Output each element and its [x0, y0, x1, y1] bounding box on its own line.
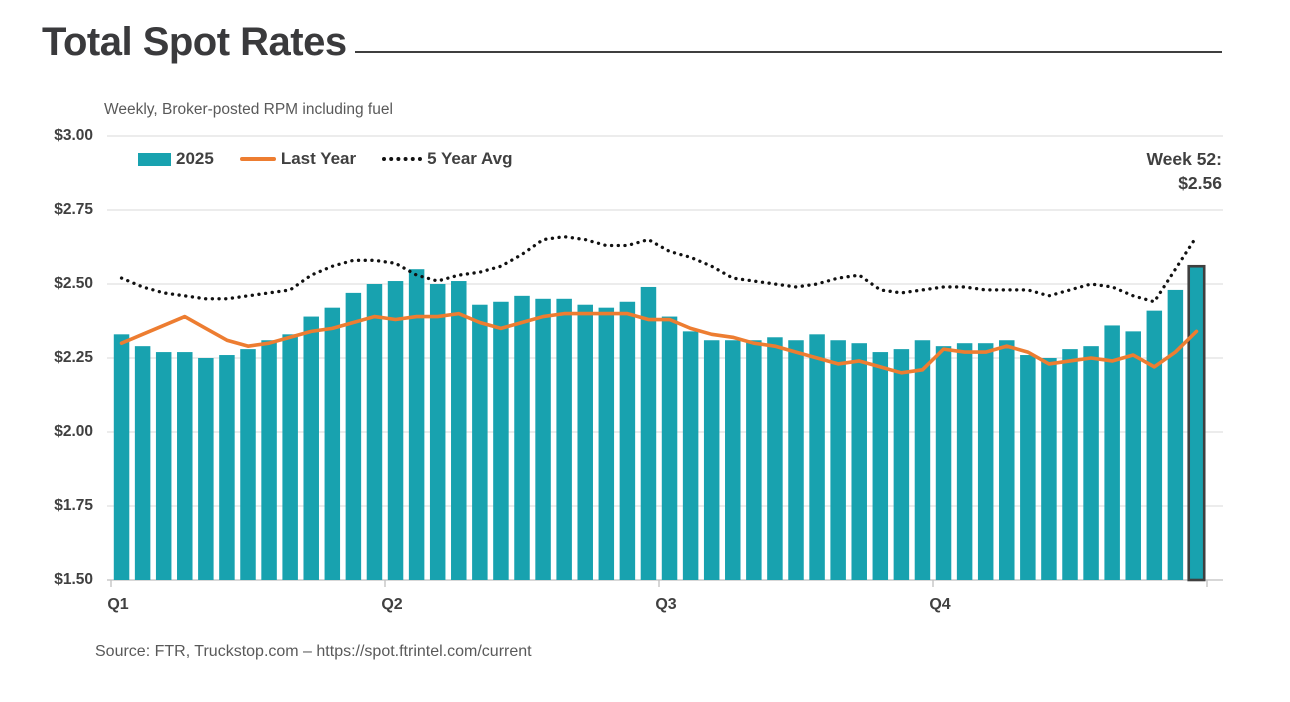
bar-week-6: [219, 355, 235, 580]
bar-week-52: [1187, 264, 1206, 582]
bar-week-48: [1104, 325, 1120, 580]
bar-week-16: [429, 284, 446, 580]
bar-week-51: [1167, 289, 1184, 580]
legend-label-last-year: Last Year: [280, 149, 357, 168]
y-tick-label-200: $2.00: [54, 423, 93, 440]
title-underline: [354, 50, 1222, 53]
bar-week-31: [746, 340, 762, 580]
last-year-line: [119, 311, 1199, 375]
bar-week-18: [472, 304, 488, 580]
bar-week-30: [725, 340, 741, 580]
bar-week-10: [303, 316, 319, 580]
y-tick-label-225: $2.25: [54, 349, 93, 366]
five-year-avg-line: [119, 234, 1199, 304]
bar-week-24: [598, 307, 615, 580]
bar-week-29: [703, 340, 720, 580]
bar-week-2: [134, 346, 151, 580]
legend-swatch-last-year-icon: [239, 157, 276, 161]
bar-week-17: [451, 281, 467, 580]
bar-week-33: [788, 340, 804, 580]
bar-week-34: [809, 334, 825, 580]
source-note: Source: FTR, Truckstop.com – https://spo…: [95, 643, 532, 660]
y-tick-label-175: $1.75: [54, 497, 93, 514]
bar-week-14: [387, 281, 404, 580]
bar-week-8: [261, 340, 277, 580]
bar-week-40: [935, 346, 952, 580]
bar-week-44: [1020, 355, 1036, 580]
x-tick-label-q3: Q3: [655, 596, 677, 613]
bar-week-32: [767, 337, 783, 580]
bar-week-5: [198, 358, 214, 580]
bar-week-28: [682, 331, 699, 580]
x-tick-label-q1: Q1: [107, 596, 129, 613]
bar-week-19: [493, 301, 509, 580]
chart-subtitle: Weekly, Broker-posted RPM including fuel: [104, 101, 393, 118]
bar-week-46: [1062, 349, 1078, 580]
bar-week-15: [408, 269, 425, 580]
bar-week-20: [514, 295, 530, 580]
x-tick-label-q4: Q4: [929, 596, 951, 613]
bar-week-9: [282, 334, 298, 580]
bar-week-50: [1146, 310, 1163, 580]
bar-week-37: [872, 352, 889, 580]
y-tick-label-150: $1.50: [54, 571, 93, 588]
bar-week-25: [619, 301, 636, 580]
bar-week-41: [956, 343, 973, 580]
x-tick-label-q2: Q2: [381, 596, 403, 613]
bar-week-38: [893, 349, 910, 580]
legend-item-2025: 2025: [138, 149, 214, 169]
bar-week-12: [345, 292, 362, 580]
legend-swatch-5yr-avg-icon: [382, 157, 423, 161]
bar-week-13: [366, 284, 383, 580]
bar-week-26: [640, 286, 657, 580]
title-row: Total Spot Rates: [42, 20, 1222, 65]
bar-week-27: [661, 316, 678, 580]
bar-week-47: [1083, 346, 1099, 580]
legend-item-last-year: Last Year: [239, 149, 357, 169]
bar-week-1: [113, 334, 130, 580]
legend-item-5yr-avg: 5 Year Avg: [382, 149, 513, 169]
bar-week-49: [1125, 331, 1141, 580]
bar-week-7: [240, 349, 256, 580]
y-tick-label-250: $2.50: [54, 275, 93, 292]
legend: 2025 Last Year 5 Year Avg: [138, 146, 513, 172]
week52-annotation: Week 52: $2.56: [1146, 147, 1222, 195]
bar-week-42: [977, 343, 994, 580]
y-tick-label-275: $2.75: [54, 201, 93, 218]
legend-label-5yr-avg: 5 Year Avg: [427, 149, 513, 168]
bar-week-11: [324, 307, 341, 580]
bar-week-39: [914, 340, 931, 580]
y-tick-label-300: $3.00: [54, 127, 93, 144]
bar-week-36: [851, 343, 867, 580]
week52-annotation-line1: Week 52:: [1146, 149, 1222, 169]
page-title: Total Spot Rates: [42, 20, 347, 64]
legend-label-2025: 2025: [176, 149, 214, 168]
bar-week-43: [999, 340, 1015, 580]
bar-week-22: [556, 298, 572, 580]
bar-week-23: [577, 304, 593, 580]
bar-week-21: [535, 298, 551, 580]
bar-week-45: [1041, 358, 1057, 580]
legend-swatch-2025-icon: [138, 152, 171, 166]
bar-week-3: [155, 352, 172, 580]
week52-annotation-line2: $2.56: [1178, 173, 1222, 193]
bar-week-35: [830, 340, 846, 580]
bar-week-4: [177, 352, 193, 580]
